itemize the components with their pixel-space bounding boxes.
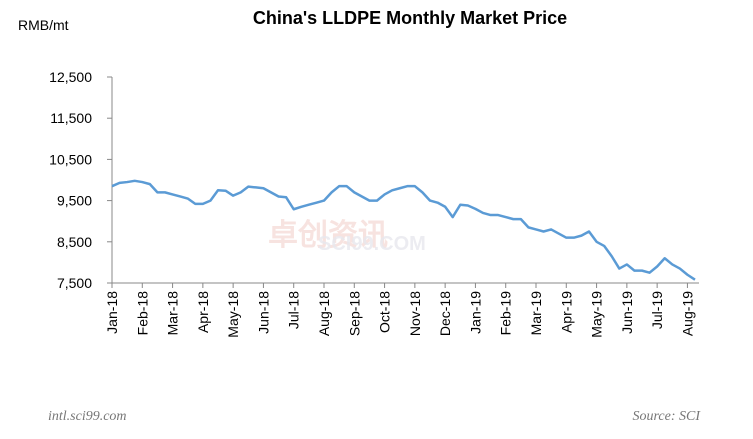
x-tick-label: Jan-19 [467, 291, 483, 334]
source: Source: SCI [632, 409, 701, 424]
x-tick-label: Jul-19 [649, 291, 665, 329]
x-tick-label: Nov-18 [407, 291, 423, 336]
y-tick-label: 9,500 [57, 193, 92, 209]
x-tick-label: Jun-18 [255, 291, 271, 334]
y-tick-label: 11,500 [50, 110, 92, 126]
x-tick-label: Oct-18 [377, 291, 393, 333]
x-tick-label: Jan-18 [104, 291, 120, 334]
watermark: 卓创资讯 [268, 219, 388, 252]
x-tick-label: Apr-18 [195, 291, 211, 333]
x-tick-label: May-19 [589, 291, 605, 338]
chart-title: China's LLDPE Monthly Market Price [253, 8, 567, 28]
y-tick-label: 8,500 [57, 234, 92, 250]
website: intl.sci99.com [48, 409, 127, 424]
x-tick-label: Sep-18 [346, 291, 362, 336]
x-tick-label: Mar-19 [528, 291, 544, 336]
y-tick-label: 10,500 [49, 151, 92, 167]
y-tick-label: 12,500 [49, 69, 92, 85]
x-tick-label: Feb-18 [134, 291, 150, 336]
y-axis-label: RMB/mt [18, 17, 69, 33]
x-tick-label: Aug-18 [316, 291, 332, 336]
x-tick-label: Dec-18 [437, 291, 453, 336]
x-tick-label: Feb-19 [498, 291, 514, 336]
x-tick-label: Mar-18 [165, 291, 181, 336]
watermark: SCI99.COM [318, 233, 426, 255]
x-tick-label: May-18 [225, 291, 241, 338]
x-tick-label: Jul-18 [286, 291, 302, 329]
price-line [111, 179, 696, 281]
y-tick-label: 7,500 [57, 275, 92, 291]
x-tick-label: Jun-19 [619, 291, 635, 334]
x-tick-label: Apr-19 [558, 291, 574, 333]
x-tick-label: Aug-19 [679, 291, 695, 336]
